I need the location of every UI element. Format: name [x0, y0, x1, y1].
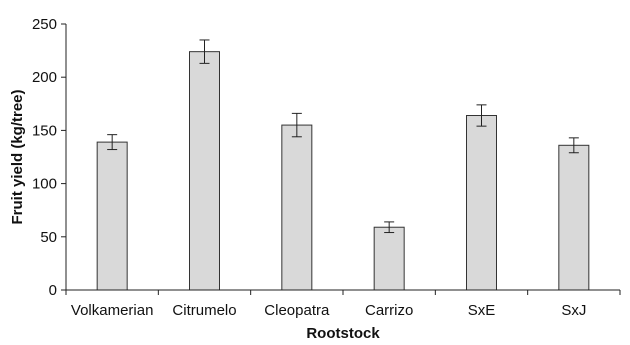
bar-sxj [558, 144, 590, 291]
y-tick-label: 50 [40, 229, 57, 246]
bars [96, 39, 590, 291]
y-axis-title: Fruit yield (kg/tree) [9, 89, 26, 224]
y-tick-label: 200 [32, 69, 57, 86]
bar-volkamerian [96, 141, 128, 291]
bar-citrumelo [189, 51, 220, 291]
bar-sxe [466, 115, 497, 291]
y-axis-ticks: 0 50 100 150 200 250 [32, 16, 66, 299]
y-tick-label: 0 [49, 282, 57, 299]
y-tick-label: 250 [32, 16, 57, 33]
bar-carrizo [373, 226, 405, 291]
x-tick-label: Citrumelo [172, 302, 236, 319]
y-tick-label: 100 [32, 176, 57, 193]
bar-cleopatra [281, 124, 313, 291]
x-tick-label: SxJ [561, 302, 586, 319]
x-tick-label: Carrizo [365, 302, 413, 319]
x-tick-label: SxE [468, 302, 496, 319]
x-tick-label: Cleopatra [264, 302, 330, 319]
x-axis-title: Rootstock [306, 325, 380, 342]
y-tick-label: 150 [32, 122, 57, 139]
x-axis-ticks: Volkamerian Citrumelo Cleopatra Carrizo SxE S… [65, 290, 621, 319]
x-tick-label: Volkamerian [71, 302, 154, 319]
